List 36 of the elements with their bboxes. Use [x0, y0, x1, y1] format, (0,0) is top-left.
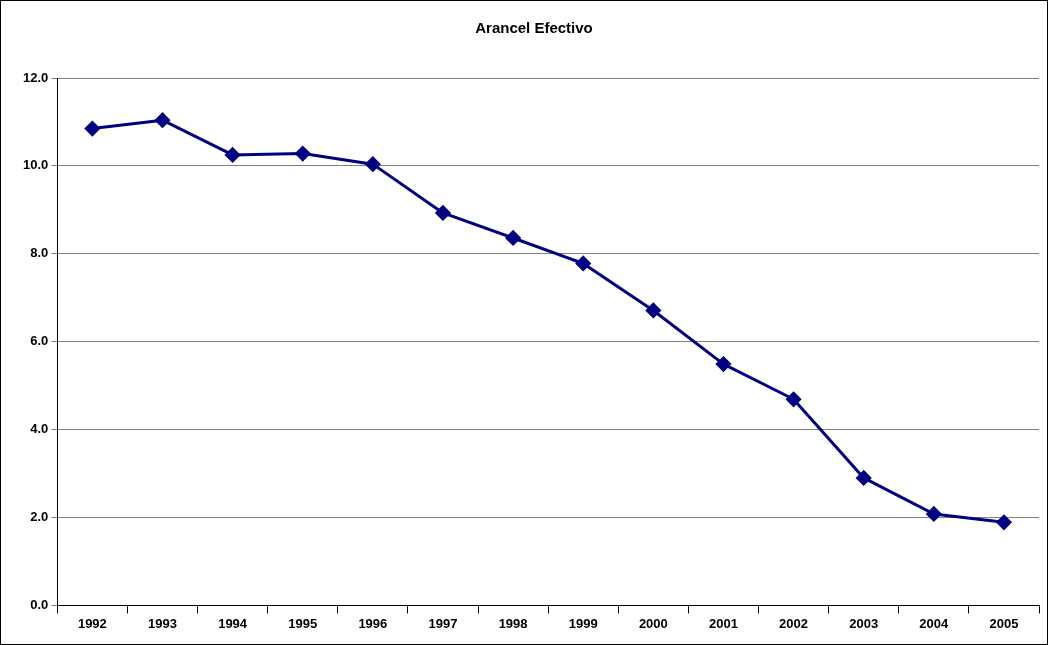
point [505, 230, 521, 246]
point [365, 156, 381, 172]
y-tick-label: 8.0 [30, 245, 49, 261]
point [84, 121, 100, 137]
point [295, 146, 311, 162]
y-tick-label: 6.0 [30, 333, 49, 349]
x-tick-label: 1992 [77, 615, 107, 631]
x-tick-label: 2003 [849, 615, 879, 631]
chart-title: Arancel Efectivo [475, 19, 593, 37]
point [996, 514, 1012, 530]
point [645, 303, 661, 318]
y-tick-label: 2.0 [30, 509, 49, 525]
x-tick-label: 1993 [148, 615, 177, 631]
point [856, 470, 872, 486]
x-tick-label: 1999 [568, 615, 598, 631]
x-tick-label: 2004 [919, 615, 950, 631]
y-tick-label: 12.0 [22, 69, 49, 85]
x-tick-label: 2000 [638, 615, 668, 631]
x-tick-label: 2002 [779, 615, 809, 631]
x-tick-label: 1995 [288, 615, 318, 631]
x-tick-label: 1996 [358, 615, 388, 631]
point [926, 506, 942, 522]
x-tick-label: 2005 [989, 615, 1019, 631]
x-tick-label: 1998 [498, 615, 528, 631]
point [786, 391, 802, 407]
point [715, 356, 731, 372]
y-tick-label: 4.0 [30, 421, 49, 437]
point [435, 205, 451, 221]
x-tick-label: 2001 [708, 615, 738, 631]
y-tick-label: 10.0 [22, 157, 49, 173]
point [575, 255, 591, 271]
point [225, 147, 241, 163]
x-tick-label: 1997 [428, 615, 458, 631]
x-tick-label: 1994 [218, 615, 248, 631]
point [154, 112, 170, 128]
y-tick-label: 0.0 [30, 596, 49, 612]
